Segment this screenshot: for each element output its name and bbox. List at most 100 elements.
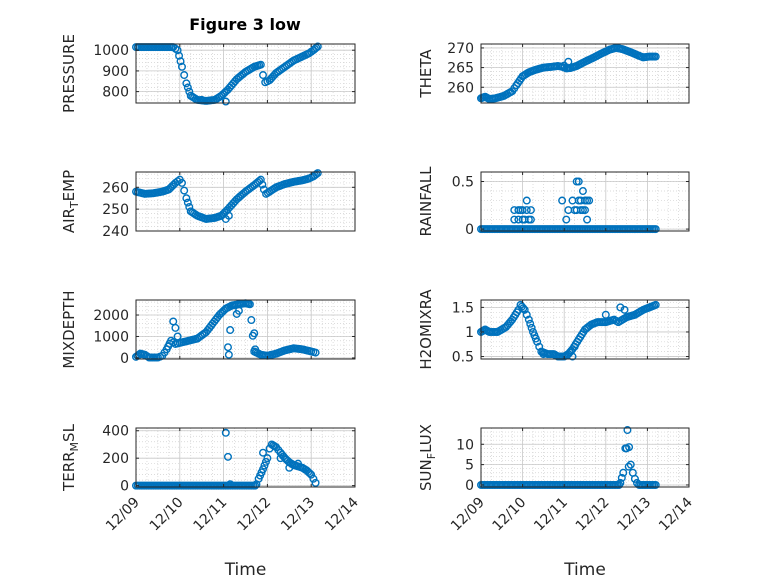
panel-theta: 260 265 270 THETA <box>417 41 690 104</box>
axes-box <box>135 299 356 360</box>
data-point <box>234 306 243 315</box>
data-point <box>616 303 625 312</box>
y-label-main: RAINFALL <box>417 166 435 237</box>
data-point <box>524 315 533 324</box>
y-tick-label: 200 <box>102 451 129 467</box>
x-tick-label: 12/13 <box>278 495 318 535</box>
data-point <box>224 211 233 220</box>
data-point <box>311 348 320 357</box>
panel-h2omixra: 0.5 1 1.5 H2OMIXRA <box>417 289 690 370</box>
y-tick-label: 250 <box>102 202 129 218</box>
y-axis-label: MIXDEPTH <box>60 290 78 368</box>
y-tick-label: 260 <box>102 180 129 196</box>
data-point <box>173 46 182 55</box>
data-point <box>601 310 610 319</box>
data-point <box>510 215 519 224</box>
data-point <box>651 480 660 489</box>
data-point <box>526 206 535 215</box>
plot-area <box>481 428 689 487</box>
data-point <box>223 343 232 352</box>
series-theta <box>477 43 660 104</box>
data-point <box>176 57 185 66</box>
data-point <box>313 169 322 178</box>
y-axis-label: AIRTEMP <box>60 170 81 233</box>
tick-marks <box>480 300 690 359</box>
y-label-main: PRESSURE <box>60 34 78 113</box>
data-point <box>526 215 535 224</box>
y-label-sub: M <box>68 442 81 452</box>
x-tick-label: 12/13 <box>614 495 654 535</box>
data-point <box>285 463 294 472</box>
data-point <box>633 478 642 487</box>
data-point <box>263 454 272 463</box>
panel-terr_msl: 0 200 400 TERRMSL 12/09 12/10 12/11 12/12 12/13 1… <box>60 423 362 580</box>
data-point <box>259 71 268 80</box>
y-tick-label: 0.5 <box>452 350 474 366</box>
panel-mixdepth: 0 1000 2000 MIXDEPTH <box>60 290 356 369</box>
data-point <box>259 465 268 474</box>
axes-box <box>480 299 690 360</box>
data-point <box>256 60 265 69</box>
x-axis-label: Time <box>563 560 606 580</box>
y-label-rest: LUX <box>417 424 435 453</box>
y-label-main: H2OMIXRA <box>417 289 435 370</box>
tick-marks <box>480 428 690 487</box>
tick-marks <box>480 44 690 103</box>
y-tick-label: 1 <box>465 325 474 341</box>
data-point <box>259 448 268 457</box>
y-tick-label: 900 <box>102 64 129 80</box>
y-tick-label: 0 <box>465 222 474 238</box>
data-point <box>183 198 192 207</box>
x-tick-label: 12/09 <box>103 495 143 535</box>
data-point <box>309 474 318 483</box>
y-label-rest: EMP <box>60 170 78 201</box>
tick-marks <box>135 44 356 103</box>
data-point <box>258 180 267 189</box>
y-tick-label: 2000 <box>93 308 129 324</box>
data-point <box>583 215 592 224</box>
data-point <box>245 300 254 309</box>
y-axis-label: TERRMSL <box>60 423 81 492</box>
y-tick-label: 1000 <box>93 43 129 59</box>
y-label-main: THETA <box>417 49 435 99</box>
x-tick-label: 12/14 <box>322 494 362 534</box>
data-point <box>226 326 235 335</box>
axes-box <box>135 43 356 104</box>
y-label-sub: T <box>68 201 81 209</box>
tick-marks <box>135 428 356 487</box>
data-point <box>256 175 265 184</box>
y-label-main: MIXDEPTH <box>60 290 78 368</box>
data-point <box>585 196 594 205</box>
data-point <box>182 194 191 203</box>
data-point <box>620 305 629 314</box>
data-point <box>630 474 639 483</box>
x-tick-label: 12/10 <box>147 495 187 535</box>
data-point <box>276 454 285 463</box>
y-label-main: AIR <box>60 208 78 233</box>
y-tick-label: 400 <box>102 424 129 440</box>
data-point <box>558 196 567 205</box>
data-point <box>177 62 186 71</box>
data-point <box>564 57 573 66</box>
y-tick-label: 240 <box>102 224 129 240</box>
y-tick-label: 5 <box>465 458 474 474</box>
data-point <box>560 61 569 70</box>
y-tick-label: 1.5 <box>452 300 474 316</box>
data-point <box>526 319 535 328</box>
y-axis-label: THETA <box>417 49 435 99</box>
y-axis-label: SUNFLUX <box>417 424 438 491</box>
y-tick-label: 270 <box>447 41 474 57</box>
data-point <box>616 478 625 487</box>
data-point <box>171 323 180 332</box>
data-point <box>183 83 192 92</box>
data-point <box>305 469 314 478</box>
x-tick-label: 12/09 <box>448 495 488 535</box>
series-h2omixra <box>477 300 660 361</box>
y-axis-label: H2OMIXRA <box>417 289 435 370</box>
data-point <box>173 332 182 341</box>
data-point <box>539 350 548 359</box>
x-tick-label: 12/14 <box>656 494 696 534</box>
data-point <box>581 206 590 215</box>
y-tick-label: 0 <box>120 351 129 367</box>
y-tick-label: 0.5 <box>452 175 474 191</box>
